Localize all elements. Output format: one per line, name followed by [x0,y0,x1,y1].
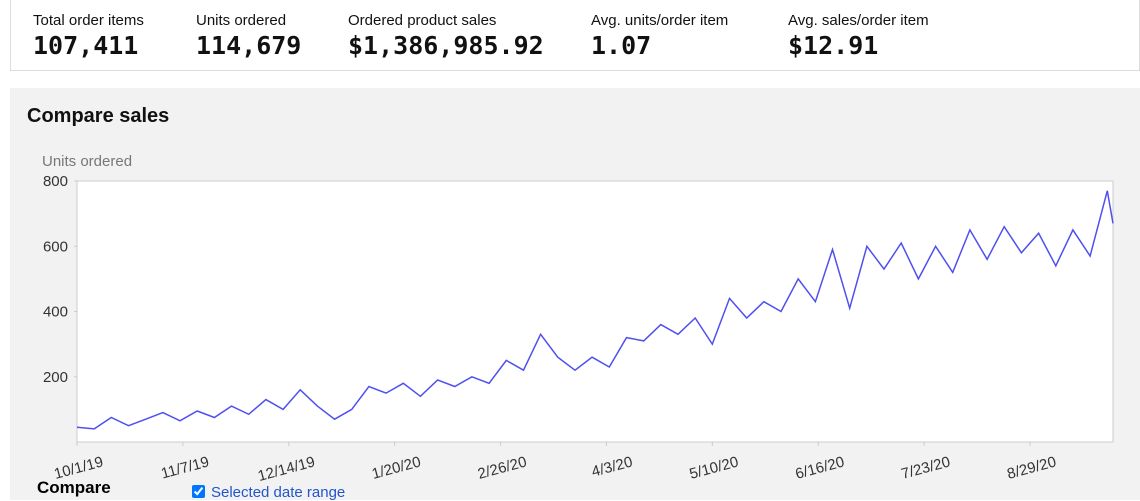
metric-label: Avg. units/order item [591,12,729,29]
checkbox[interactable] [192,485,205,498]
x-tick-label: 5/10/20 [688,453,741,482]
metric-label: Total order items [33,12,144,29]
panel-title: Compare sales [27,105,170,127]
compare-title: Compare [37,478,111,497]
x-tick-label: 4/3/20 [590,453,635,480]
y-tick-label: 600 [43,238,68,255]
metric-value: $1,386,985.92 [348,31,544,60]
y-tick-label: 200 [43,369,68,386]
x-tick-label: 7/23/20 [899,453,952,482]
x-tick-label: 2/26/20 [476,453,529,482]
option-label: Selected date range [211,484,346,501]
metric-label: Ordered product sales [348,12,497,29]
metric: Units ordered 114,679 [196,12,301,60]
metric-label: Units ordered [196,12,287,29]
x-tick-label: 12/14/19 [256,453,317,485]
y-tick-label: 400 [43,304,68,321]
metric: Total order items 107,411 [33,12,144,60]
y-axis-title: Units ordered [42,153,132,170]
metric-label: Avg. sales/order item [788,12,929,29]
metric-value: $12.91 [788,31,879,60]
x-tick-label: 8/29/20 [1005,453,1058,482]
y-tick-label: 800 [43,173,68,190]
x-tick-label: 1/20/20 [370,453,423,482]
plot-area [76,180,1114,443]
x-tick-label: 11/7/19 [159,453,211,482]
metric-value: 1.07 [591,31,652,60]
compare-option[interactable]: Selected date range [192,484,345,501]
metric: Avg. units/order item 1.07 [591,12,728,60]
metric-value: 114,679 [196,31,302,60]
data-line [76,190,1114,430]
metrics-bar: Total order items 107,411 Units ordered 114… [10,0,1140,71]
metric-value: 107,411 [33,31,139,60]
x-tick-label: 6/16/20 [794,453,847,482]
metric: Ordered product sales $1,386,985.92 [348,12,544,60]
metric: Avg. sales/order item $12.91 [788,12,929,60]
